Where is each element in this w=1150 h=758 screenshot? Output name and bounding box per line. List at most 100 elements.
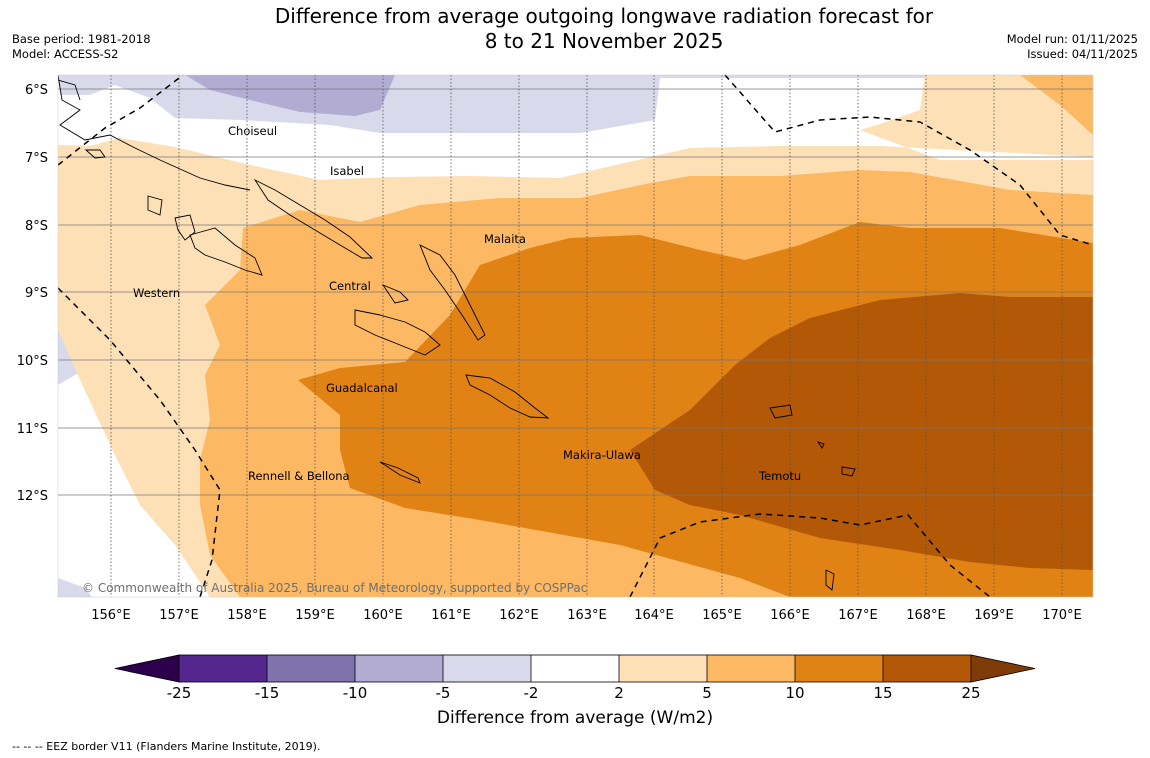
colorbar-tick: -15	[255, 684, 280, 702]
lat-label: 11°S	[17, 422, 48, 437]
province-label-rennell-bellona: Rennell & Bellona	[248, 469, 350, 483]
colorbar-tick: 10	[785, 684, 804, 702]
lat-label: 8°S	[25, 219, 48, 234]
map-frame	[57, 74, 1094, 598]
lat-labels: 6°S 7°S 8°S 9°S 10°S 11°S 12°S	[17, 83, 48, 504]
colorbar-segment	[883, 655, 972, 682]
lat-label: 7°S	[25, 151, 48, 166]
colorbar: -25 -15 -10 -5 -2 2 5 10 15 25	[114, 654, 1036, 702]
eez-legend-text: -- -- -- EEZ border V11 (Flanders Marine…	[12, 740, 321, 753]
lat-label: 6°S	[25, 83, 48, 98]
png-coast	[58, 79, 81, 101]
contour-minus10-minus5	[185, 75, 395, 116]
province-label-makira-ulawa: Makira-Ulawa	[563, 448, 641, 462]
lat-gridlines	[58, 88, 1093, 496]
contour-15-25-band	[630, 293, 1093, 570]
island-vanuatu-north	[825, 569, 835, 591]
lon-label: 156°E	[91, 608, 131, 623]
province-label-temotu: Temotu	[758, 469, 801, 483]
bougainville-coast	[58, 75, 251, 191]
island-shortland	[84, 149, 106, 159]
contour-5-10-northeast	[1020, 75, 1093, 135]
colorbar-tick: -2	[524, 684, 539, 702]
issued-text: Issued: 04/11/2025	[1027, 47, 1138, 61]
lon-label: 159°E	[295, 608, 335, 623]
island-santa-cruz	[769, 404, 793, 419]
meta-left: Base period: 1981-2018 Model: ACCESS-S2	[12, 32, 151, 62]
lon-gridlines	[110, 75, 1063, 597]
colorbar-tick: -5	[436, 684, 451, 702]
colorbar-segment	[531, 655, 620, 682]
title-line-1: Difference from average outgoing longwav…	[274, 4, 934, 28]
colorbar-segment	[267, 655, 356, 682]
lon-label: 163°E	[567, 608, 607, 623]
eez-west	[58, 287, 221, 597]
map-fill-layers	[58, 75, 1093, 597]
model-text: Model: ACCESS-S2	[12, 47, 119, 61]
colorbar-label: Difference from average (W/m2)	[436, 708, 714, 728]
colorbar-segment	[443, 655, 532, 682]
colorbar-tick: -25	[167, 684, 192, 702]
colorbar-outline	[178, 654, 972, 683]
island-santa-isabel	[253, 178, 374, 259]
island-new-georgia	[189, 227, 263, 276]
meta-right: Model run: 01/11/2025 Issued: 04/11/2025	[1007, 32, 1138, 62]
eez-north-east	[724, 75, 1093, 246]
colorbar-segment	[707, 655, 796, 682]
island-vella-lavella	[147, 195, 163, 216]
lon-label: 162°E	[499, 608, 539, 623]
lon-label: 161°E	[431, 608, 471, 623]
colorbar-ticks: -25 -15 -10 -5 -2 2 5 10 15 25	[167, 684, 981, 702]
island-florida-islands	[381, 284, 409, 304]
lat-label: 10°S	[17, 354, 48, 369]
province-label-malaita: Malaita	[484, 232, 526, 246]
title-line-2: 8 to 21 November 2025	[484, 29, 724, 53]
island-guadalcanal-west	[354, 309, 441, 356]
colorbar-segment	[619, 655, 708, 682]
lon-label: 157°E	[159, 608, 199, 623]
lon-label: 167°E	[838, 608, 878, 623]
colorbar-segment	[179, 655, 268, 682]
colorbar-segments	[179, 655, 972, 682]
coastlines	[58, 75, 856, 591]
copyright-text: © Commonwealth of Australia 2025, Bureau…	[82, 581, 587, 595]
lat-label: 12°S	[17, 489, 48, 504]
island-utupua	[816, 441, 825, 449]
province-label-isabel: Isabel	[330, 164, 364, 178]
colorbar-tick: -10	[343, 684, 368, 702]
lon-label: 160°E	[363, 608, 403, 623]
colorbar-over-triangle	[970, 654, 1036, 683]
lon-label: 170°E	[1042, 608, 1082, 623]
province-label-guadalcanal: Guadalcanal	[326, 381, 398, 395]
colorbar-tick: 5	[702, 684, 712, 702]
lon-label: 166°E	[770, 608, 810, 623]
lat-label: 9°S	[25, 286, 48, 301]
lon-label: 158°E	[227, 608, 267, 623]
island-vanikoro	[841, 466, 856, 477]
eez-north-west	[58, 75, 184, 166]
colorbar-segment	[795, 655, 884, 682]
eez-border	[58, 75, 1093, 597]
base-period-text: Base period: 1981-2018	[12, 32, 151, 46]
eez-south-east	[629, 513, 991, 597]
province-label-choiseul: Choiseul	[228, 124, 277, 138]
province-labels: Choiseul Isabel Malaita Western Central …	[133, 124, 801, 483]
province-label-central: Central	[329, 279, 371, 293]
lon-labels: 156°E 157°E 158°E 159°E 160°E 161°E 162°…	[91, 608, 1082, 623]
colorbar-tick: 15	[873, 684, 892, 702]
model-run-text: Model run: 01/11/2025	[1006, 32, 1138, 46]
island-rennell	[379, 461, 421, 484]
lon-label: 169°E	[974, 608, 1014, 623]
island-makira	[465, 374, 550, 419]
island-malaita	[419, 244, 486, 341]
province-label-western: Western	[133, 286, 180, 300]
colorbar-segment	[355, 655, 444, 682]
lon-label: 164°E	[634, 608, 674, 623]
lon-label: 165°E	[702, 608, 742, 623]
colorbar-tick: 2	[614, 684, 624, 702]
lon-label: 168°E	[906, 608, 946, 623]
chart-title: Difference from average outgoing longwav…	[0, 4, 1150, 54]
colorbar-tick: 25	[961, 684, 980, 702]
contour-minus5-minus2-south	[58, 578, 92, 597]
